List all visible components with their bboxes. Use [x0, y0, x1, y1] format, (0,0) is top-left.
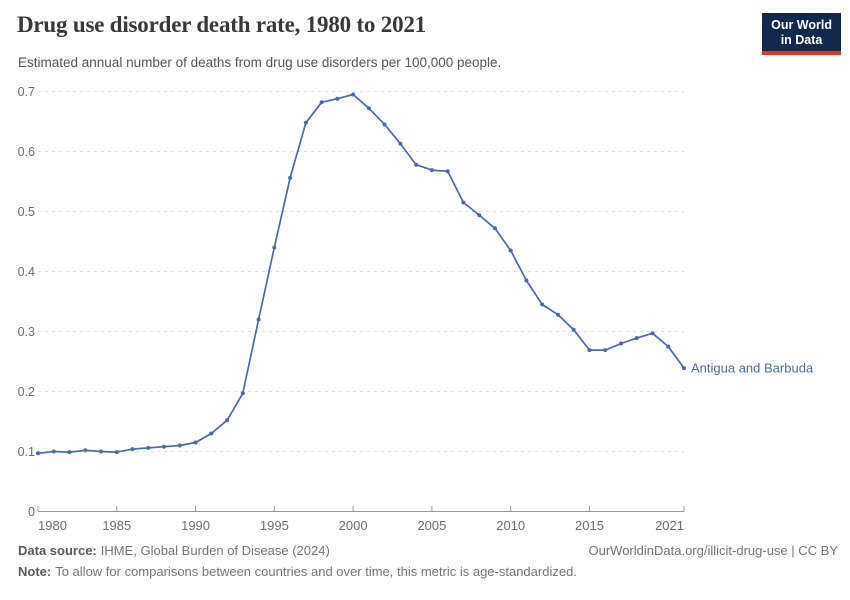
note-value: To allow for comparisons between countri… [55, 564, 577, 579]
data-point[interactable] [414, 162, 419, 167]
data-point[interactable] [587, 348, 592, 353]
data-point[interactable] [461, 200, 466, 205]
data-point[interactable] [303, 120, 308, 125]
x-axis-tick-label: 2010 [496, 518, 525, 533]
chart-footer: Data source: IHME, Global Burden of Disea… [18, 543, 838, 579]
data-point[interactable] [225, 418, 230, 423]
data-point[interactable] [429, 168, 434, 173]
note-label: Note: [18, 564, 52, 579]
data-point[interactable] [666, 344, 671, 349]
data-point[interactable] [288, 175, 293, 180]
owid-logo-line2: in Data [780, 33, 823, 47]
y-axis-tick-label: 0.7 [18, 85, 35, 99]
data-point[interactable] [351, 92, 356, 97]
x-axis-tick-label: 1990 [181, 518, 210, 533]
data-point[interactable] [146, 445, 151, 450]
data-point[interactable] [319, 100, 324, 105]
data-point[interactable] [130, 447, 135, 452]
data-point[interactable] [99, 449, 103, 454]
data-point[interactable] [650, 331, 655, 336]
data-point[interactable] [366, 106, 371, 111]
x-axis-tick-label: 1980 [38, 518, 67, 533]
page-title: Drug use disorder death rate, 1980 to 20… [17, 12, 426, 37]
x-axis-tick-label: 1985 [102, 518, 131, 533]
chart-subtitle: Estimated annual number of deaths from d… [18, 55, 502, 70]
data-source-label: Data source: [18, 543, 97, 558]
data-point[interactable] [256, 317, 261, 322]
y-axis-tick-label: 0.3 [18, 325, 35, 339]
owid-logo: Our World in Data [762, 13, 841, 55]
data-point[interactable] [36, 451, 40, 456]
owid-logo-line1: Our World [771, 18, 832, 32]
data-point[interactable] [492, 226, 497, 231]
data-point[interactable] [162, 444, 166, 449]
y-axis-tick-label: 0.2 [18, 385, 35, 399]
data-source-value: IHME, Global Burden of Disease (2024) [100, 543, 330, 558]
credit-link[interactable]: OurWorldinData.org/illicit-drug-use | CC… [588, 543, 839, 558]
data-source-line: Data source: IHME, Global Burden of Disea… [18, 543, 330, 558]
y-axis-tick-label: 0.5 [18, 205, 35, 219]
data-point[interactable] [193, 440, 198, 445]
y-axis-tick-label: 0.4 [18, 265, 35, 279]
data-point[interactable] [682, 366, 686, 371]
trend-line[interactable] [37, 93, 685, 455]
data-point[interactable] [508, 248, 513, 253]
data-point[interactable] [556, 312, 560, 317]
data-point[interactable] [571, 327, 576, 332]
data-point[interactable] [445, 169, 450, 174]
entity-label[interactable]: Antigua and Barbuda [691, 361, 814, 376]
x-axis-tick-label: 2015 [575, 518, 604, 533]
data-point[interactable] [382, 122, 387, 127]
y-axis-tick-label: 0.6 [18, 145, 35, 159]
y-axis-tick-label: 0.1 [18, 445, 35, 459]
x-axis-tick-label: 1995 [260, 518, 289, 533]
data-point[interactable] [477, 213, 482, 218]
data-point[interactable] [67, 450, 72, 455]
y-axis-tick-label: 0 [28, 505, 35, 519]
x-axis-tick-label: 2005 [417, 518, 446, 533]
data-point[interactable] [83, 448, 88, 453]
data-point[interactable] [619, 341, 623, 346]
data-point[interactable] [540, 302, 545, 307]
data-point[interactable] [634, 336, 639, 341]
data-point[interactable] [240, 391, 245, 396]
x-axis-tick-label: 2000 [339, 518, 368, 533]
data-point[interactable] [177, 443, 182, 448]
data-point[interactable] [524, 278, 529, 283]
data-point[interactable] [209, 431, 214, 436]
data-point[interactable] [114, 450, 119, 455]
data-point[interactable] [398, 141, 403, 146]
note-line: Note: To allow for comparisons between co… [18, 564, 838, 579]
x-axis-tick-label: 2021 [655, 518, 684, 533]
data-point[interactable] [51, 449, 56, 454]
data-point[interactable] [335, 96, 340, 101]
data-point[interactable] [603, 348, 608, 353]
data-point[interactable] [272, 245, 277, 250]
